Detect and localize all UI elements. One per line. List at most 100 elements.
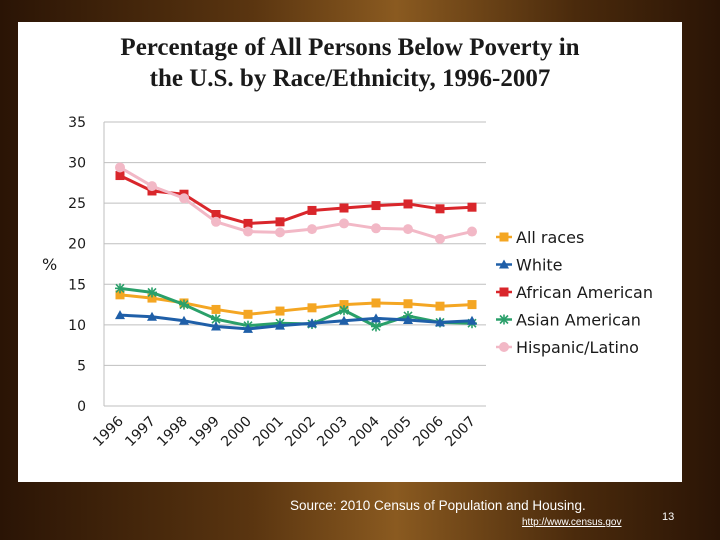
x-axis-ticks: 1996199719981999200020012002200320042005…	[90, 413, 479, 450]
data-point	[243, 323, 253, 333]
chart-title: Percentage of All Persons Below Poverty …	[18, 32, 682, 94]
chart-panel	[18, 22, 682, 482]
y-tick-label: 25	[68, 196, 86, 212]
series-all-races	[115, 290, 477, 319]
x-tick-label: 2004	[346, 413, 383, 450]
title-line-1: Percentage of All Persons Below Poverty …	[120, 34, 580, 61]
data-point	[147, 293, 157, 303]
data-point	[339, 300, 349, 310]
data-point	[147, 181, 157, 192]
data-point	[179, 315, 189, 325]
data-point	[339, 305, 349, 316]
data-point	[147, 287, 157, 298]
x-tick-label: 2007	[442, 414, 479, 451]
grid-lines	[103, 121, 486, 407]
x-tick-label: 2006	[410, 413, 447, 450]
y-tick-label: 0	[77, 399, 86, 415]
legend: All races White African American Asian Amer…	[496, 228, 653, 357]
legend-marker	[499, 259, 509, 269]
y-axis-ticks: 0 5 10 15 20 25 30 35	[68, 115, 86, 415]
data-point	[307, 205, 317, 215]
data-point	[467, 315, 477, 325]
page-number: 13	[662, 511, 675, 523]
y-tick-label: 30	[68, 156, 86, 172]
y-tick-label: 10	[68, 318, 86, 334]
x-tick-label: 2005	[378, 414, 415, 451]
legend-item: White	[496, 256, 563, 275]
legend-marker	[499, 342, 509, 352]
y-axis-label: %	[42, 255, 57, 274]
data-point	[435, 317, 445, 327]
data-point	[467, 226, 477, 237]
series-white	[115, 310, 477, 333]
data-point	[275, 217, 285, 227]
legend-label: Asian American	[516, 311, 641, 330]
x-tick-label: 2002	[282, 414, 319, 451]
data-point	[371, 313, 381, 323]
data-point	[339, 203, 349, 213]
data-point	[403, 299, 413, 309]
series-line	[119, 293, 473, 316]
legend-item: Asian American	[496, 311, 641, 330]
x-tick-label: 1996	[90, 413, 127, 450]
legend-item: African American	[496, 283, 653, 302]
data-point	[435, 301, 445, 311]
data-point	[403, 199, 413, 209]
title-line-2: the U.S. by Race/Ethnicity, 1996-2007	[149, 65, 551, 92]
data-point	[339, 315, 349, 325]
data-point	[371, 201, 381, 211]
data-point	[371, 321, 381, 332]
legend-marker	[499, 287, 509, 297]
y-tick-label: 5	[77, 358, 86, 374]
legend-item: All races	[496, 228, 584, 247]
data-point	[211, 210, 221, 220]
data-point	[403, 224, 413, 235]
data-point	[211, 321, 221, 331]
data-point	[243, 226, 253, 237]
data-point	[179, 193, 189, 204]
data-point	[179, 299, 189, 310]
data-point	[275, 320, 285, 330]
data-point	[211, 216, 221, 227]
data-point	[243, 218, 253, 228]
x-tick-label: 1997	[122, 414, 159, 451]
data-point	[275, 306, 285, 316]
series-line	[119, 313, 473, 331]
y-tick-label: 20	[68, 237, 86, 253]
data-point	[115, 310, 125, 320]
x-tick-label: 1999	[186, 414, 223, 451]
data-point	[371, 223, 381, 234]
data-point	[211, 304, 221, 314]
data-point	[115, 283, 125, 294]
x-tick-label: 2003	[314, 414, 351, 451]
data-point	[371, 298, 381, 308]
data-point	[275, 227, 285, 238]
x-tick-label: 2000	[218, 414, 255, 451]
legend-label: Hispanic/Latino	[516, 338, 639, 357]
legend-label: All races	[516, 228, 584, 247]
data-point	[115, 162, 125, 173]
series-line	[119, 174, 473, 225]
source-link[interactable]: http://www.census.gov	[522, 517, 622, 528]
data-point	[435, 233, 445, 244]
legend-marker	[499, 314, 509, 325]
data-point	[467, 202, 477, 212]
data-point	[403, 314, 413, 324]
data-point	[307, 318, 317, 328]
data-point	[435, 204, 445, 214]
data-point	[243, 309, 253, 319]
series-hispanic-latino	[115, 162, 477, 244]
legend-marker	[499, 232, 509, 242]
series-lines	[115, 162, 477, 333]
legend-label: White	[516, 256, 563, 275]
y-tick-label: 35	[68, 115, 86, 131]
series-african-american	[115, 171, 477, 228]
data-point	[339, 218, 349, 229]
data-point	[467, 300, 477, 310]
data-point	[115, 290, 125, 300]
source-note: Source: 2010 Census of Population and Ho…	[290, 498, 586, 513]
y-tick-label: 15	[68, 277, 86, 293]
data-point	[307, 224, 317, 235]
